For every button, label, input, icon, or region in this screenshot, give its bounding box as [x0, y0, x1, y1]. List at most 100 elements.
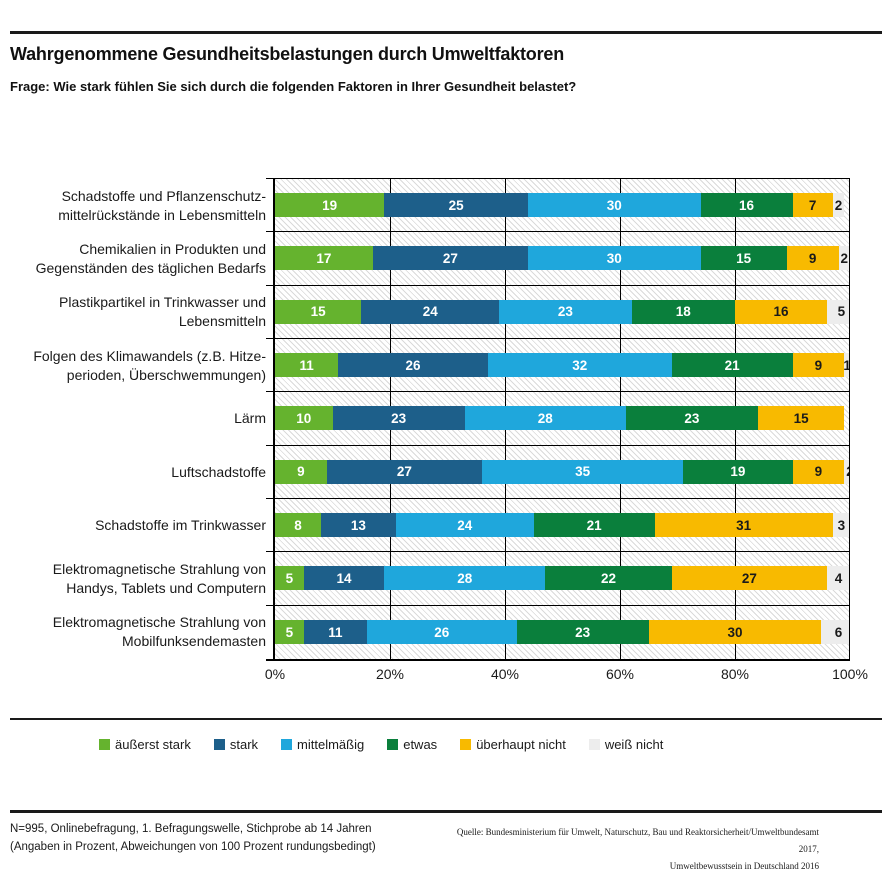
bar-segment-ueberhaupt-nicht: 16	[735, 299, 827, 324]
bar-segment-mittelmaessig: 28	[384, 566, 546, 591]
stacked-bar: 5 14 28 22 27 4	[275, 566, 850, 591]
bar-segment-stark: 13	[321, 513, 396, 538]
legend-label: äußerst stark	[115, 737, 191, 752]
legend-swatch-mittelmaessig	[281, 739, 293, 750]
legend-item: weiß nicht	[588, 737, 664, 752]
bar-row: 11 26 32 21 9 1	[266, 339, 850, 393]
category-label: Folgen des Klimawandels (z.B. Hitze- per…	[33, 347, 266, 383]
legend-label: stark	[229, 737, 259, 752]
bar-segment-weiss-nicht: 2	[832, 193, 845, 218]
bar-segment-etwas: 16	[700, 193, 793, 218]
bar-row: 17 27 30 15 9 2	[266, 232, 850, 286]
legend: äußerst stark stark mittelmäßig etwas überha…	[99, 737, 663, 752]
bar-segment-aeusserst-stark: 5	[275, 566, 304, 591]
bar-segment-ueberhaupt-nicht: 9	[792, 353, 845, 378]
bar-segment-ueberhaupt-nicht: 30	[648, 620, 822, 645]
stacked-bar: 927351992	[275, 459, 850, 484]
bar-segment-mittelmaessig: 30	[528, 246, 701, 271]
bar-segment-ueberhaupt-nicht: 9	[792, 459, 845, 484]
legend-label: mittelmäßig	[297, 737, 365, 752]
bar-segment-aeusserst-stark: 8	[275, 513, 321, 538]
bar-segment-aeusserst-stark: 5	[275, 620, 304, 645]
x-axis-tick-label: 100%	[832, 666, 868, 682]
footer-divider	[10, 810, 882, 813]
bar-segment-stark: 24	[361, 299, 500, 324]
bar-segment-stark: 11	[303, 620, 367, 645]
bar-segment-etwas: 22	[545, 566, 672, 591]
x-axis-tick-label: 0%	[264, 666, 286, 682]
bar-segment-ueberhaupt-nicht: 31	[654, 513, 833, 538]
bar-segment-weiss-nicht: 4	[827, 566, 850, 591]
bar-row: 19 25 30 16 7 2	[266, 179, 850, 233]
bar-segment-ueberhaupt-nicht: 15	[758, 406, 845, 431]
category-label: Plastikpartikel in Trinkwasser und Leben…	[59, 294, 266, 330]
bar-segment-etwas: 23	[625, 406, 758, 431]
stacked-bar: 15 24 23 18 16 5	[275, 299, 850, 324]
x-axis-tick-label: 40%	[490, 666, 520, 682]
bar-segment-mittelmaessig: 28	[464, 406, 626, 431]
chart-title: Wahrgenommene Gesundheitsbelastungen dur…	[10, 44, 565, 64]
x-axis-tick-label: 80%	[720, 666, 750, 682]
legend-divider	[10, 718, 882, 720]
bar-row: 15 24 23 18 16 5	[266, 286, 850, 340]
legend-label: etwas	[403, 737, 438, 752]
bar-segment-ueberhaupt-nicht: 27	[671, 566, 827, 591]
stacked-bar: 10 23 28 23 15	[275, 406, 850, 431]
chart-subtitle: Frage: Wie stark fühlen Sie sich durch d…	[10, 79, 577, 94]
bar-segment-etwas: 19	[683, 459, 793, 484]
legend-swatch-ueberhaupt-nicht	[460, 739, 472, 750]
category-label: Elektromagnetische Strahlung von Handys,…	[52, 560, 266, 596]
legend-swatch-weiss-nicht	[588, 739, 600, 750]
bar-segment-weiss-nicht: 5	[827, 299, 850, 324]
legend-item: stark	[213, 737, 259, 752]
bar-segment-aeusserst-stark: 9	[275, 459, 327, 484]
bar-row: 8 13 24 21 31 3	[266, 499, 850, 553]
x-axis: 0% 20% 40% 60% 80% 100%	[265, 666, 868, 686]
bar-segment-ueberhaupt-nicht: 9	[786, 246, 839, 271]
bar-segment-stark: 14	[303, 566, 385, 591]
bar-segment-etwas: 23	[516, 620, 649, 645]
stacked-bar: 17 27 30 15 9 2	[275, 246, 850, 271]
bar-segment-mittelmaessig: 35	[482, 459, 684, 484]
x-axis-tick-label: 60%	[605, 666, 635, 682]
bar-segment-stark: 27	[326, 459, 482, 484]
bar-segment-stark: 25	[384, 193, 528, 218]
bar-segment-mittelmaessig: 32	[487, 353, 672, 378]
footer-note-line1: N=995, Onlinebefragung, 1. Befragungswel…	[10, 823, 372, 835]
category-label: Luftschadstoffe	[171, 463, 266, 480]
bar-segment-stark: 23	[332, 406, 465, 431]
legend-label: weiß nicht	[604, 737, 664, 752]
bar-segment-weiss-nicht: 3	[832, 513, 850, 538]
legend-swatch-etwas	[387, 739, 399, 750]
footer-source-line1: Quelle: Bundesministerium für Umwelt, Na…	[456, 827, 819, 854]
stacked-bar: 5 11 26 23 30 6	[275, 620, 850, 645]
category-labels: Schadstoffe und Pflanzenschutz- mittelrü…	[0, 179, 266, 659]
legend-item: mittelmäßig	[281, 737, 364, 752]
bar-segment-ueberhaupt-nicht: 7	[792, 193, 833, 218]
stacked-bar: 19 25 30 16 7 2	[275, 193, 850, 218]
stacked-bar: 8 13 24 21 31 3	[275, 513, 850, 538]
bar-segment-etwas: 18	[631, 299, 735, 324]
bar-segment-stark: 26	[338, 353, 488, 378]
legend-swatch-stark	[213, 739, 225, 750]
bar-row: 5 14 28 22 27 4	[266, 552, 850, 606]
footer-note-line2: (Angaben in Prozent, Abweichungen von 10…	[10, 841, 376, 853]
bar-segment-weiss-nicht: 6	[821, 620, 850, 645]
legend-label: überhaupt nicht	[476, 737, 566, 752]
bar-row: 10 23 28 23 15	[266, 392, 850, 446]
bar-segment-etwas: 15	[700, 246, 787, 271]
category-label: Schadstoffe im Trinkwasser	[95, 517, 266, 534]
category-label: Chemikalien in Produkten und Gegenstände…	[35, 240, 266, 276]
footer-note: N=995, Onlinebefragung, 1. Befragungswel…	[10, 820, 376, 856]
gridline-100	[849, 179, 850, 659]
bar-segment-aeusserst-stark: 11	[275, 353, 339, 378]
bar-segment-weiss-nicht: 1	[843, 353, 850, 378]
bar-segment-mittelmaessig: 30	[528, 193, 701, 218]
footer-source: Quelle: Bundesministerium für Umwelt, Na…	[439, 824, 819, 875]
category-label: Lärm	[234, 410, 266, 427]
bar-segment-aeusserst-stark: 17	[275, 246, 373, 271]
bar-segment-weiss-nicht: 2	[838, 246, 850, 271]
legend-item: überhaupt nicht	[460, 737, 566, 752]
x-axis-tick-label: 20%	[375, 666, 405, 682]
